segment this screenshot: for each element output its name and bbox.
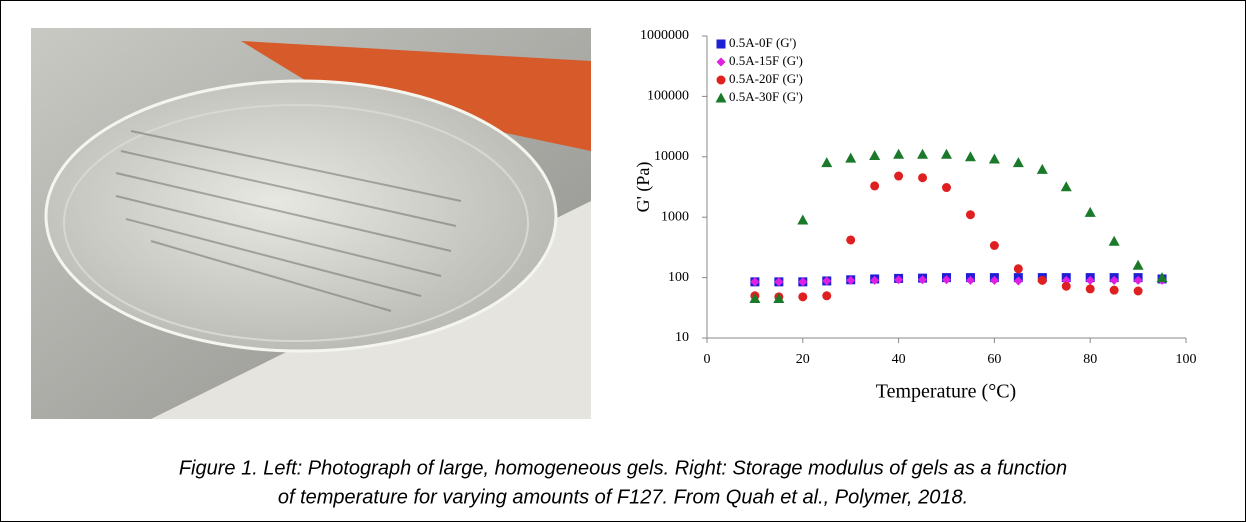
figure: G' (Pa) Temperature (°C) Figure 1. Left:… xyxy=(0,0,1246,522)
legend-label: 0.5A-20F (G') xyxy=(729,71,803,86)
data-point xyxy=(941,149,952,159)
x-tick-label: 20 xyxy=(796,352,810,367)
data-point xyxy=(917,149,928,159)
data-point xyxy=(1014,264,1023,273)
data-point xyxy=(1062,282,1071,291)
x-axis-label: Temperature (°C) xyxy=(876,381,1016,403)
data-point xyxy=(990,241,999,250)
data-point xyxy=(1061,181,1072,191)
legend-label: 0.5A-30F (G') xyxy=(729,89,803,104)
photograph xyxy=(31,28,591,419)
data-point xyxy=(1086,284,1095,293)
y-axis-label: G' (Pa) xyxy=(633,162,654,213)
legend-marker xyxy=(717,76,726,85)
legend-label: 0.5A-15F (G') xyxy=(729,53,803,68)
x-tick-label: 60 xyxy=(987,352,1001,367)
x-tick-label: 80 xyxy=(1083,352,1097,367)
x-tick-label: 100 xyxy=(1176,352,1197,367)
caption-line: of temperature for varying amounts of F1… xyxy=(278,486,968,508)
data-point xyxy=(797,214,808,224)
figure-canvas: G' (Pa) Temperature (°C) Figure 1. Left:… xyxy=(1,1,1245,521)
y-tick-label: 10 xyxy=(675,330,689,345)
data-point xyxy=(798,292,807,301)
data-point xyxy=(1013,157,1024,167)
y-tick-label: 10000 xyxy=(654,149,689,164)
data-point xyxy=(1038,276,1047,285)
y-tick-label: 1000000 xyxy=(640,28,689,43)
data-point xyxy=(822,291,831,300)
x-tick-label: 40 xyxy=(892,352,906,367)
legend-marker xyxy=(717,58,726,67)
data-point xyxy=(894,172,903,181)
data-point xyxy=(1134,286,1143,295)
data-point xyxy=(1110,286,1119,295)
data-point xyxy=(1037,164,1048,174)
caption-line: Figure 1. Left: Photograph of large, hom… xyxy=(179,457,1067,479)
data-point xyxy=(846,235,855,244)
data-point xyxy=(1109,236,1120,246)
data-point xyxy=(942,183,951,192)
data-point xyxy=(1133,260,1144,270)
legend-marker xyxy=(717,40,726,49)
data-point xyxy=(821,157,832,167)
data-point xyxy=(966,210,975,219)
data-point xyxy=(893,149,904,159)
y-tick-label: 100 xyxy=(668,270,689,285)
data-point xyxy=(870,181,879,190)
data-point xyxy=(869,150,880,160)
y-tick-label: 1000 xyxy=(661,209,689,224)
legend-label: 0.5A-0F (G') xyxy=(729,35,796,50)
y-tick-label: 100000 xyxy=(647,89,689,104)
data-point xyxy=(918,173,927,182)
data-point xyxy=(845,153,856,163)
data-point xyxy=(1085,207,1096,217)
data-point xyxy=(989,153,1000,163)
data-point xyxy=(965,151,976,161)
x-tick-label: 0 xyxy=(704,352,711,367)
legend-marker xyxy=(716,93,727,103)
